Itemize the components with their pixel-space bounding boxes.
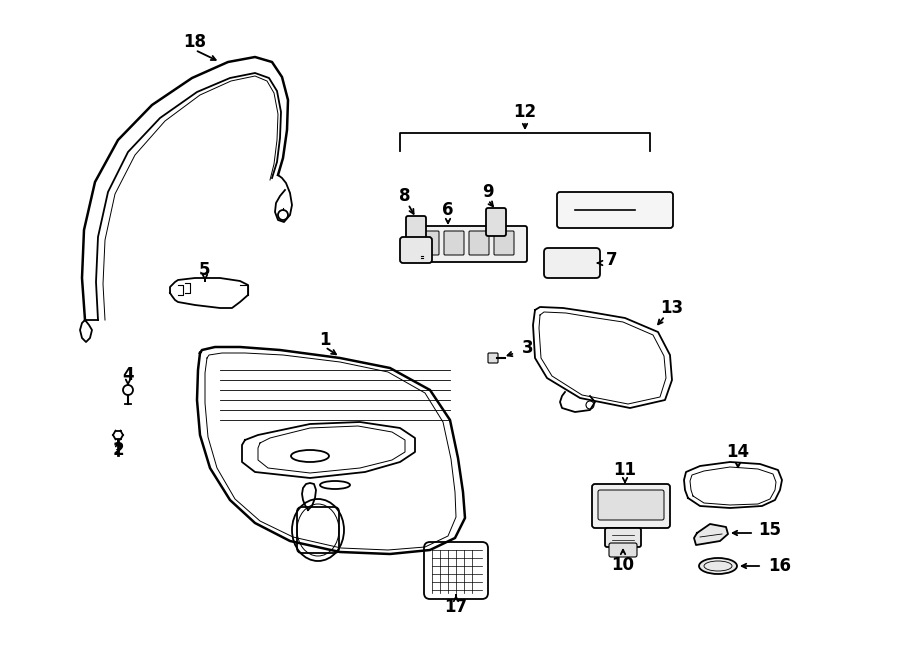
Text: 10: 10 <box>611 556 634 574</box>
Text: 11: 11 <box>614 461 636 479</box>
FancyBboxPatch shape <box>469 231 489 255</box>
Text: 7: 7 <box>607 251 617 269</box>
Ellipse shape <box>699 558 737 574</box>
Text: 14: 14 <box>726 443 750 461</box>
Text: 4: 4 <box>122 366 134 384</box>
Text: 9: 9 <box>482 183 494 201</box>
Text: 16: 16 <box>769 557 791 575</box>
Polygon shape <box>694 524 728 545</box>
FancyBboxPatch shape <box>598 490 664 520</box>
FancyBboxPatch shape <box>400 237 432 263</box>
FancyBboxPatch shape <box>557 192 673 228</box>
Text: 18: 18 <box>184 33 206 51</box>
Text: 13: 13 <box>661 299 684 317</box>
Text: 2: 2 <box>112 441 124 459</box>
FancyBboxPatch shape <box>444 231 464 255</box>
FancyBboxPatch shape <box>605 528 641 547</box>
Text: 6: 6 <box>442 201 454 219</box>
Text: 15: 15 <box>759 521 781 539</box>
Text: 8: 8 <box>400 187 410 205</box>
Text: 1: 1 <box>320 331 331 349</box>
FancyBboxPatch shape <box>488 353 498 363</box>
Text: 5: 5 <box>199 261 211 279</box>
FancyBboxPatch shape <box>592 484 670 528</box>
FancyBboxPatch shape <box>544 248 600 278</box>
FancyBboxPatch shape <box>413 226 527 262</box>
FancyBboxPatch shape <box>486 208 506 236</box>
FancyBboxPatch shape <box>424 542 488 599</box>
Text: 12: 12 <box>513 103 536 121</box>
Text: 3: 3 <box>522 339 534 357</box>
FancyBboxPatch shape <box>609 543 637 557</box>
FancyBboxPatch shape <box>406 216 426 242</box>
Text: 17: 17 <box>445 598 468 616</box>
FancyBboxPatch shape <box>419 231 439 255</box>
FancyBboxPatch shape <box>494 231 514 255</box>
